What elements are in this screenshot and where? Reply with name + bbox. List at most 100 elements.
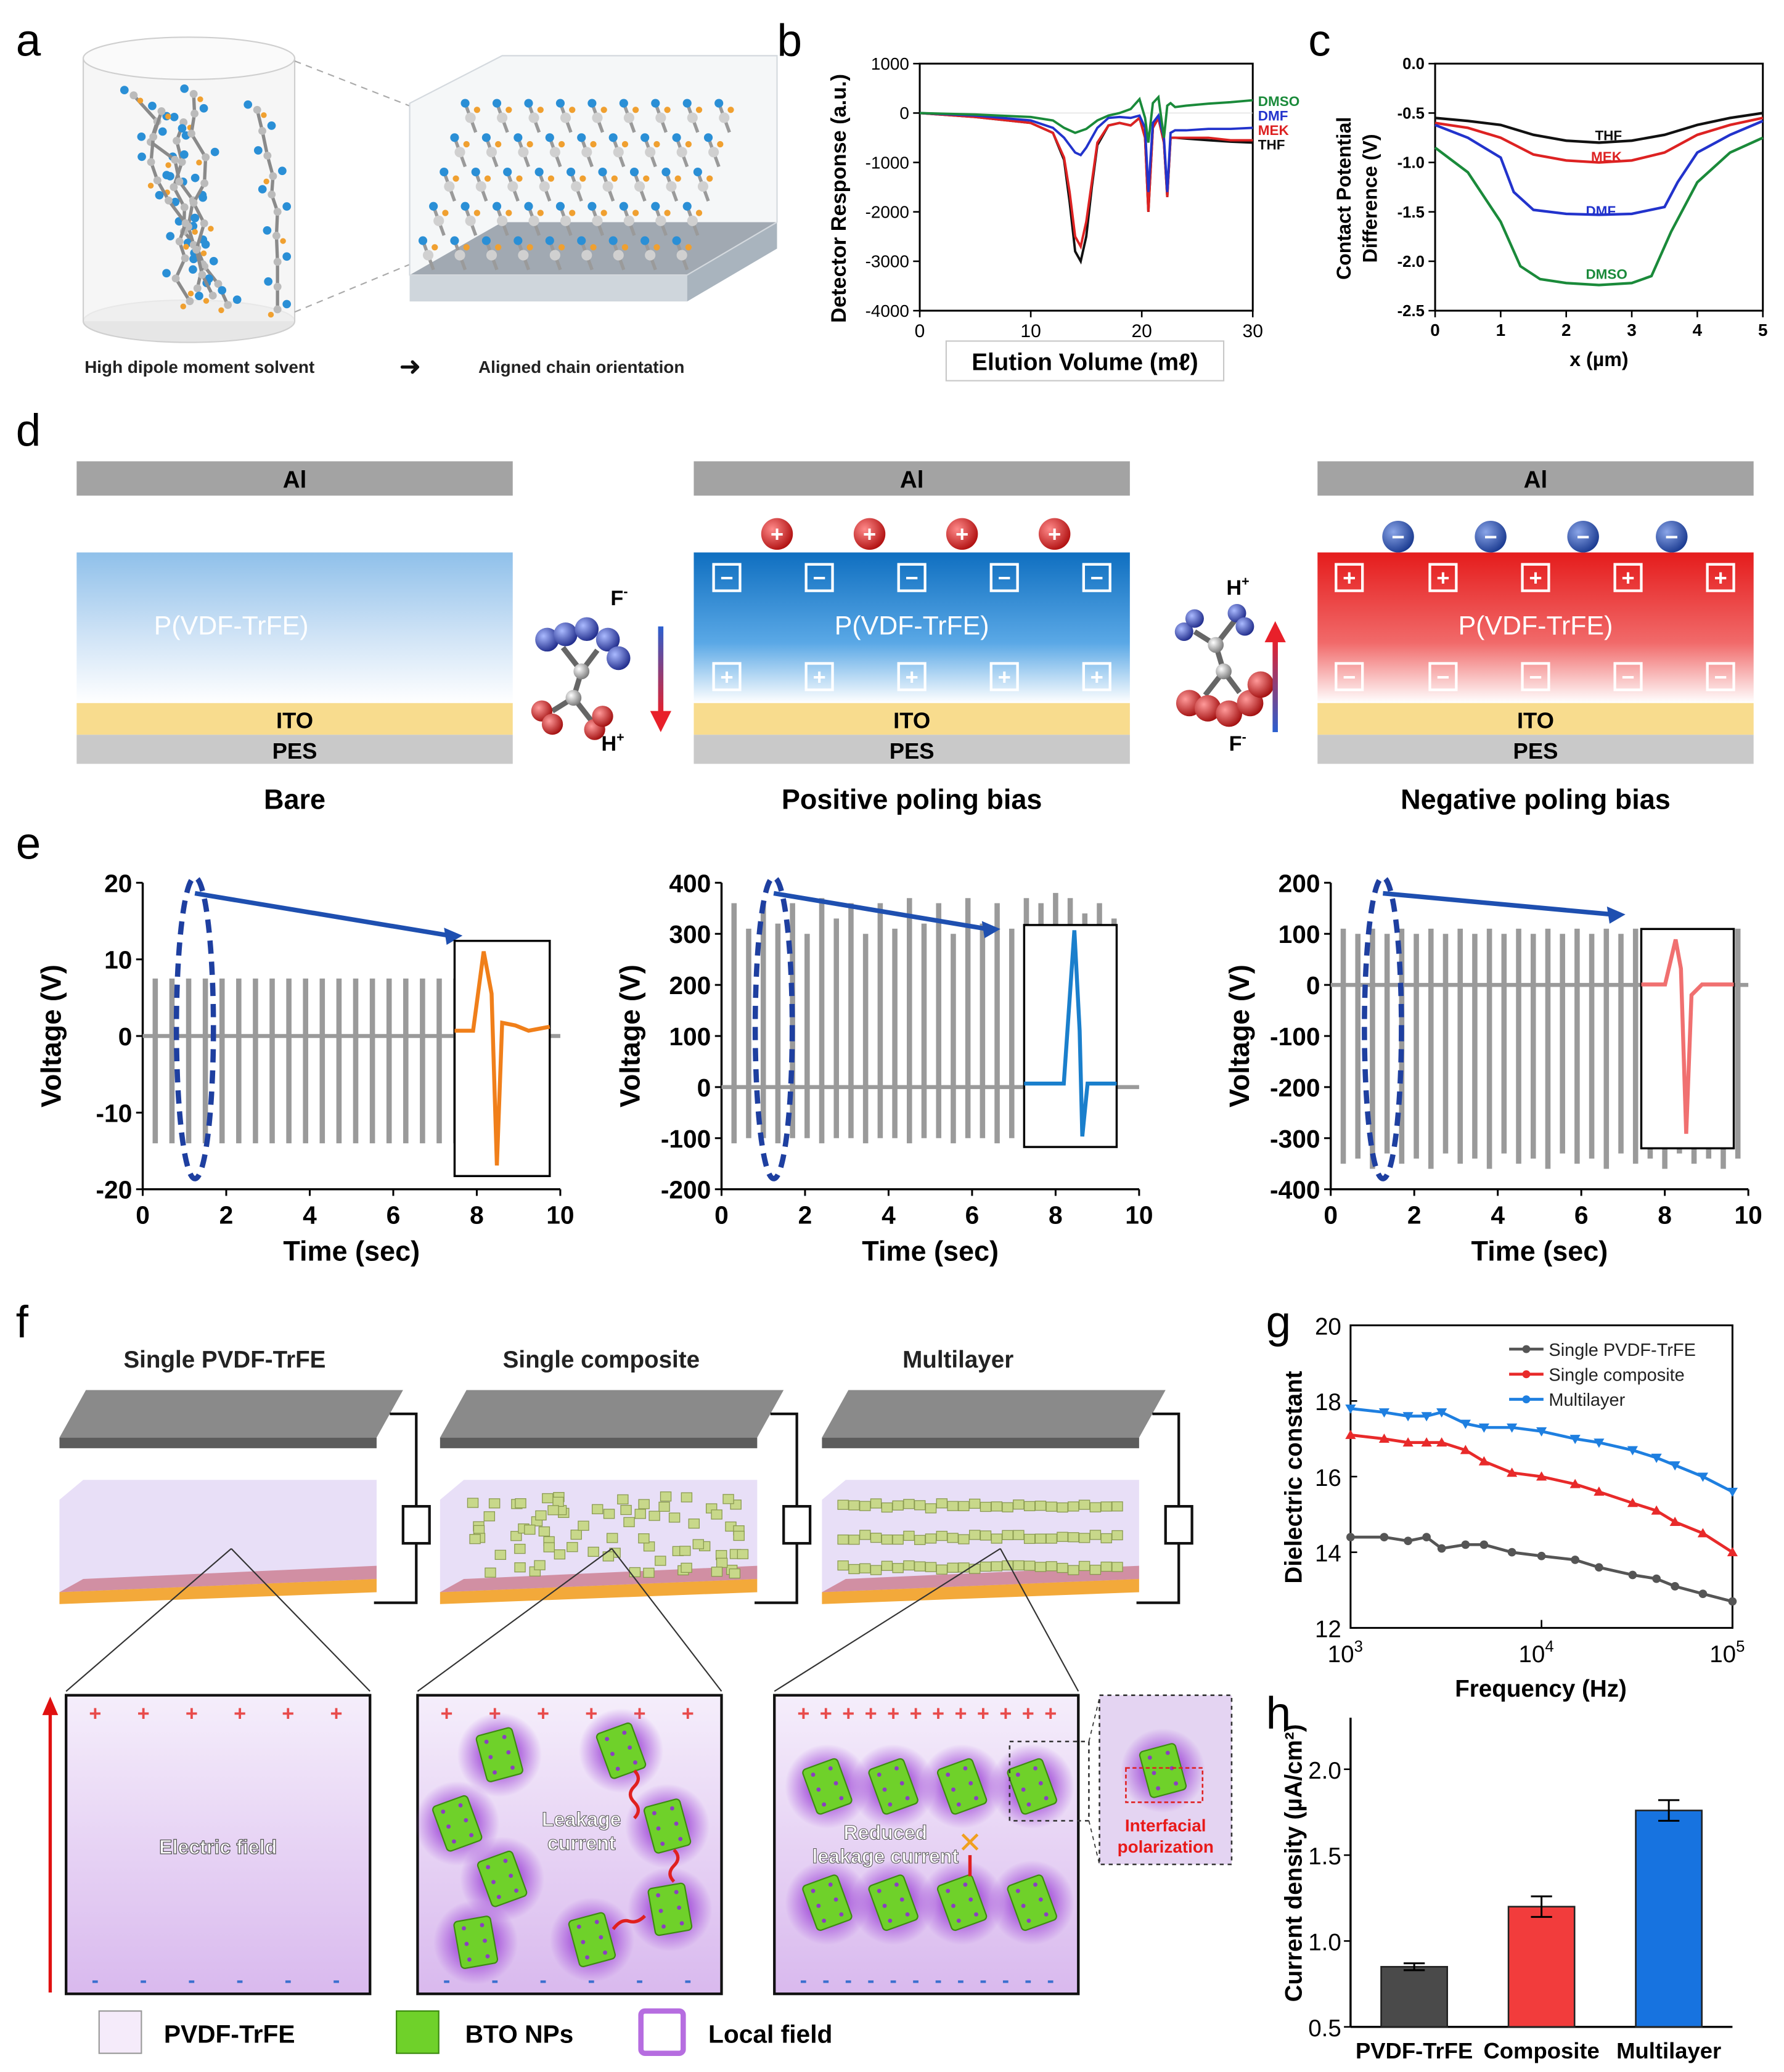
carbon-atom <box>613 250 624 261</box>
series-line-mek <box>1434 116 1764 164</box>
surface-charge <box>658 1909 663 1914</box>
charge-box <box>712 563 742 592</box>
fluorine-atom <box>554 622 578 646</box>
bto-particle <box>936 1498 948 1509</box>
bto-particle <box>578 1520 589 1531</box>
carbon-atom <box>422 250 434 261</box>
data-point <box>1652 1574 1661 1583</box>
fluorine-atom <box>418 236 428 245</box>
carbon-atom <box>153 176 162 185</box>
charge-sign: − <box>1714 664 1727 690</box>
carbon-atom <box>475 181 486 192</box>
hydrogen-atom <box>558 244 565 251</box>
bto-particle <box>643 1567 655 1578</box>
charge-box <box>1428 662 1458 691</box>
substrate-side <box>687 222 777 302</box>
bto-particle <box>1023 1560 1036 1571</box>
surface-charge <box>464 1941 469 1946</box>
bto-particle <box>567 1542 578 1552</box>
hydrogen-atom <box>1194 695 1221 722</box>
data-point <box>1378 1408 1389 1418</box>
inset-waveform <box>1641 939 1734 1134</box>
bto-particle <box>595 1722 647 1779</box>
plus-charge: + <box>441 1702 453 1725</box>
fluorine-atom <box>608 236 618 245</box>
carbon-atom <box>180 203 189 211</box>
bottom-electrode <box>822 1579 1139 1604</box>
surface-charge <box>816 1903 821 1908</box>
ion <box>946 518 978 550</box>
minus-charge: - <box>1025 1968 1031 1992</box>
fluorine-atom <box>587 99 597 108</box>
x-tick-label: 6 <box>1574 1201 1589 1229</box>
carbon-atom <box>186 297 194 306</box>
label-h-plus: H+ <box>601 730 624 756</box>
surface-charge <box>677 1905 682 1910</box>
data-point <box>1595 1563 1603 1572</box>
bto-particle <box>1057 1562 1068 1573</box>
data-point <box>1402 1412 1414 1422</box>
charge-box <box>989 662 1019 691</box>
carbon-atom <box>273 305 282 314</box>
y-tick-label: 1.0 <box>1308 1929 1341 1956</box>
hydrogen-atom <box>579 175 586 182</box>
minus-charge: - <box>491 1968 498 1992</box>
bto-particle <box>1034 1533 1047 1544</box>
data-point <box>1698 1589 1708 1599</box>
carbon-atom <box>273 258 282 266</box>
capacitor-devices <box>59 1390 1193 1692</box>
ion <box>1567 520 1599 553</box>
charge-sign: + <box>720 664 733 690</box>
hydrogen-atom <box>484 175 491 182</box>
y-tick-label: 200 <box>669 971 711 1000</box>
dipole-arrow-shaft <box>658 626 664 714</box>
data-point <box>1507 1548 1516 1557</box>
fluorine-atom <box>524 202 533 211</box>
fluorine-atom <box>460 99 470 108</box>
y-tick-label: -1.5 <box>1397 204 1425 221</box>
top-electrode <box>822 1390 1166 1438</box>
fluorine-atom <box>155 190 164 200</box>
hydrogen-atom <box>165 113 171 120</box>
fluorine-atom <box>577 133 586 142</box>
panel-label-f: f <box>16 1297 29 1347</box>
bto-particle <box>968 1530 981 1540</box>
y-tick-label: 14 <box>1315 1541 1341 1567</box>
charge-box <box>1521 563 1550 592</box>
surface-charge <box>1026 1802 1031 1807</box>
surface-charge <box>446 1824 451 1829</box>
hydrogen-atom <box>473 107 481 113</box>
carbon-atom <box>573 663 590 680</box>
bto-particle <box>1007 1874 1057 1931</box>
data-point <box>1594 1438 1605 1448</box>
pes-label: PES <box>890 738 935 764</box>
x-tick-label: 4 <box>1491 1201 1505 1229</box>
bar-multilayer <box>1635 1809 1703 2028</box>
fluorine-atom <box>189 265 197 274</box>
top-electrode-edge <box>440 1437 758 1448</box>
zoom-arrow <box>1383 891 1613 917</box>
aligned-polymer-chains <box>418 99 734 271</box>
x-tick-label: 10 <box>1125 1201 1153 1229</box>
selection-ellipse <box>1362 875 1404 1181</box>
bto-np <box>785 1744 870 1829</box>
carbon-atom <box>214 280 223 288</box>
surface-charge <box>674 1890 679 1895</box>
bto-particle <box>859 1501 871 1511</box>
fluorine-atom <box>278 166 287 176</box>
bto-particle <box>980 1530 992 1541</box>
bto-particle <box>958 1501 970 1511</box>
bto-np <box>1120 1728 1206 1813</box>
surface-charge <box>968 1897 973 1902</box>
data-point <box>1569 1435 1581 1445</box>
chart-c: 0.0 -0.5 -1.0 -1.5 -2.0 -2.5 0 1 2 3 4 5 THF MEK DMF DM… <box>1333 55 1768 370</box>
bto-particle <box>859 1530 871 1540</box>
hydrogen-atom <box>664 210 671 216</box>
fluorine-atom <box>263 226 272 235</box>
top-electrode-edge <box>59 1437 377 1448</box>
bto-particle <box>1013 1499 1025 1510</box>
hydrogen-atom <box>537 210 544 216</box>
plus-charge: + <box>137 1702 150 1725</box>
bto-particle <box>837 1560 849 1571</box>
carbon-atom <box>645 250 656 261</box>
